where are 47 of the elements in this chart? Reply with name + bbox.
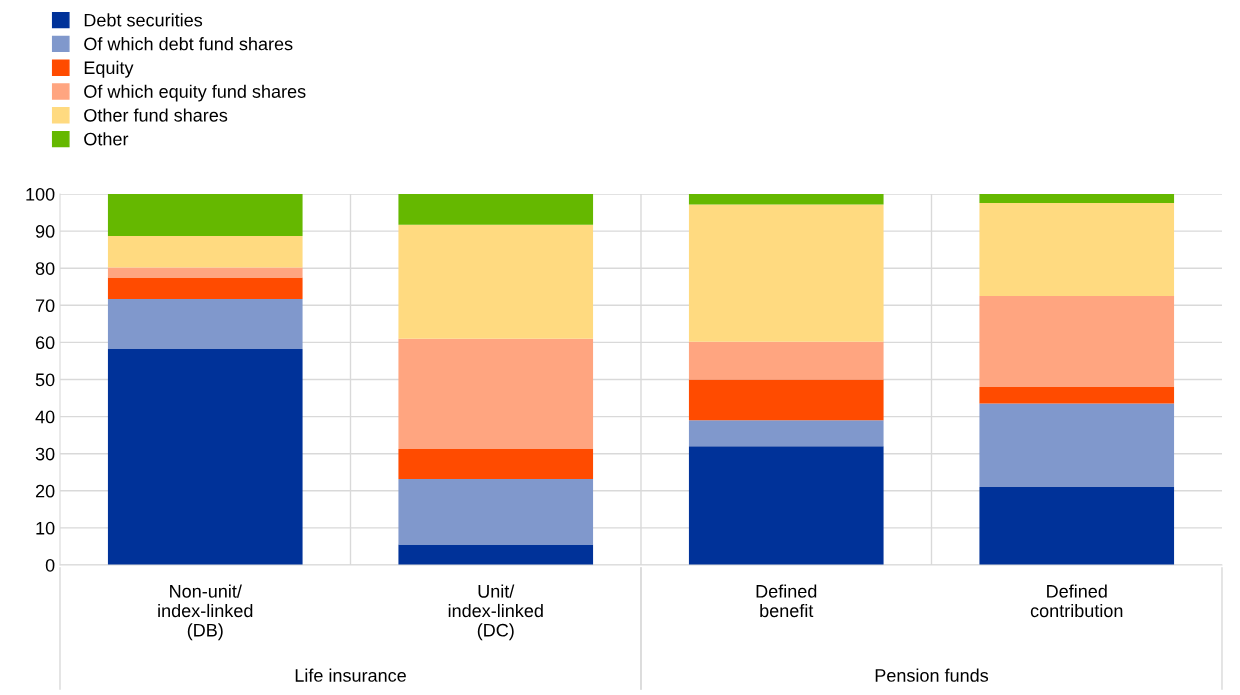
bar	[398, 194, 594, 225]
bar	[688, 204, 884, 342]
bar	[107, 349, 303, 565]
bar	[107, 277, 303, 299]
bar	[688, 420, 884, 447]
bar	[398, 448, 594, 479]
y-tick-label: 100	[26, 187, 55, 201]
legend-label: Other fund shares	[84, 108, 228, 122]
x-tick-label: Non-unit/ index-linked (DB)	[158, 584, 253, 641]
bar	[688, 379, 884, 421]
bar	[979, 194, 1175, 203]
bar	[107, 235, 303, 268]
y-tick-label: 60	[35, 336, 55, 350]
y-tick-label: 80	[35, 262, 55, 275]
text: Pension funds	[875, 668, 989, 682]
y-tick-label: 0	[45, 558, 55, 572]
bar	[398, 544, 594, 565]
bar	[398, 224, 594, 339]
bar	[398, 478, 594, 545]
legend-label: Equity	[84, 60, 134, 78]
x-tick-label: Defined benefit	[756, 584, 817, 618]
bar	[979, 487, 1175, 565]
legend-label: Of which debt fund shares	[84, 37, 293, 51]
bar	[688, 446, 884, 565]
bar	[107, 194, 303, 236]
y-tick-label: 70	[35, 299, 55, 313]
bar	[107, 267, 303, 278]
y-tick-label: 50	[35, 373, 55, 387]
bar	[979, 386, 1175, 404]
bar	[979, 296, 1175, 387]
y-tick-label: 20	[35, 484, 55, 498]
y-tick-label: 30	[35, 447, 55, 461]
text: Life insurance	[295, 668, 406, 682]
bar	[688, 341, 884, 380]
x-tick-label: Defined contribution	[1030, 584, 1123, 618]
legend-label: Debt securities	[84, 13, 203, 27]
bar	[979, 403, 1175, 488]
y-tick-label: 10	[36, 521, 55, 535]
bar	[398, 338, 594, 449]
legend-label: Other	[84, 132, 129, 146]
x-tick-label: Unit/ index-linked (DC)	[448, 584, 543, 641]
legend-label: Of which equity fund shares	[84, 84, 306, 102]
y-tick-label: 40	[35, 410, 55, 424]
bar	[107, 298, 303, 350]
y-tick-label: 90	[35, 225, 55, 238]
bar	[979, 202, 1175, 297]
bar	[688, 194, 884, 205]
